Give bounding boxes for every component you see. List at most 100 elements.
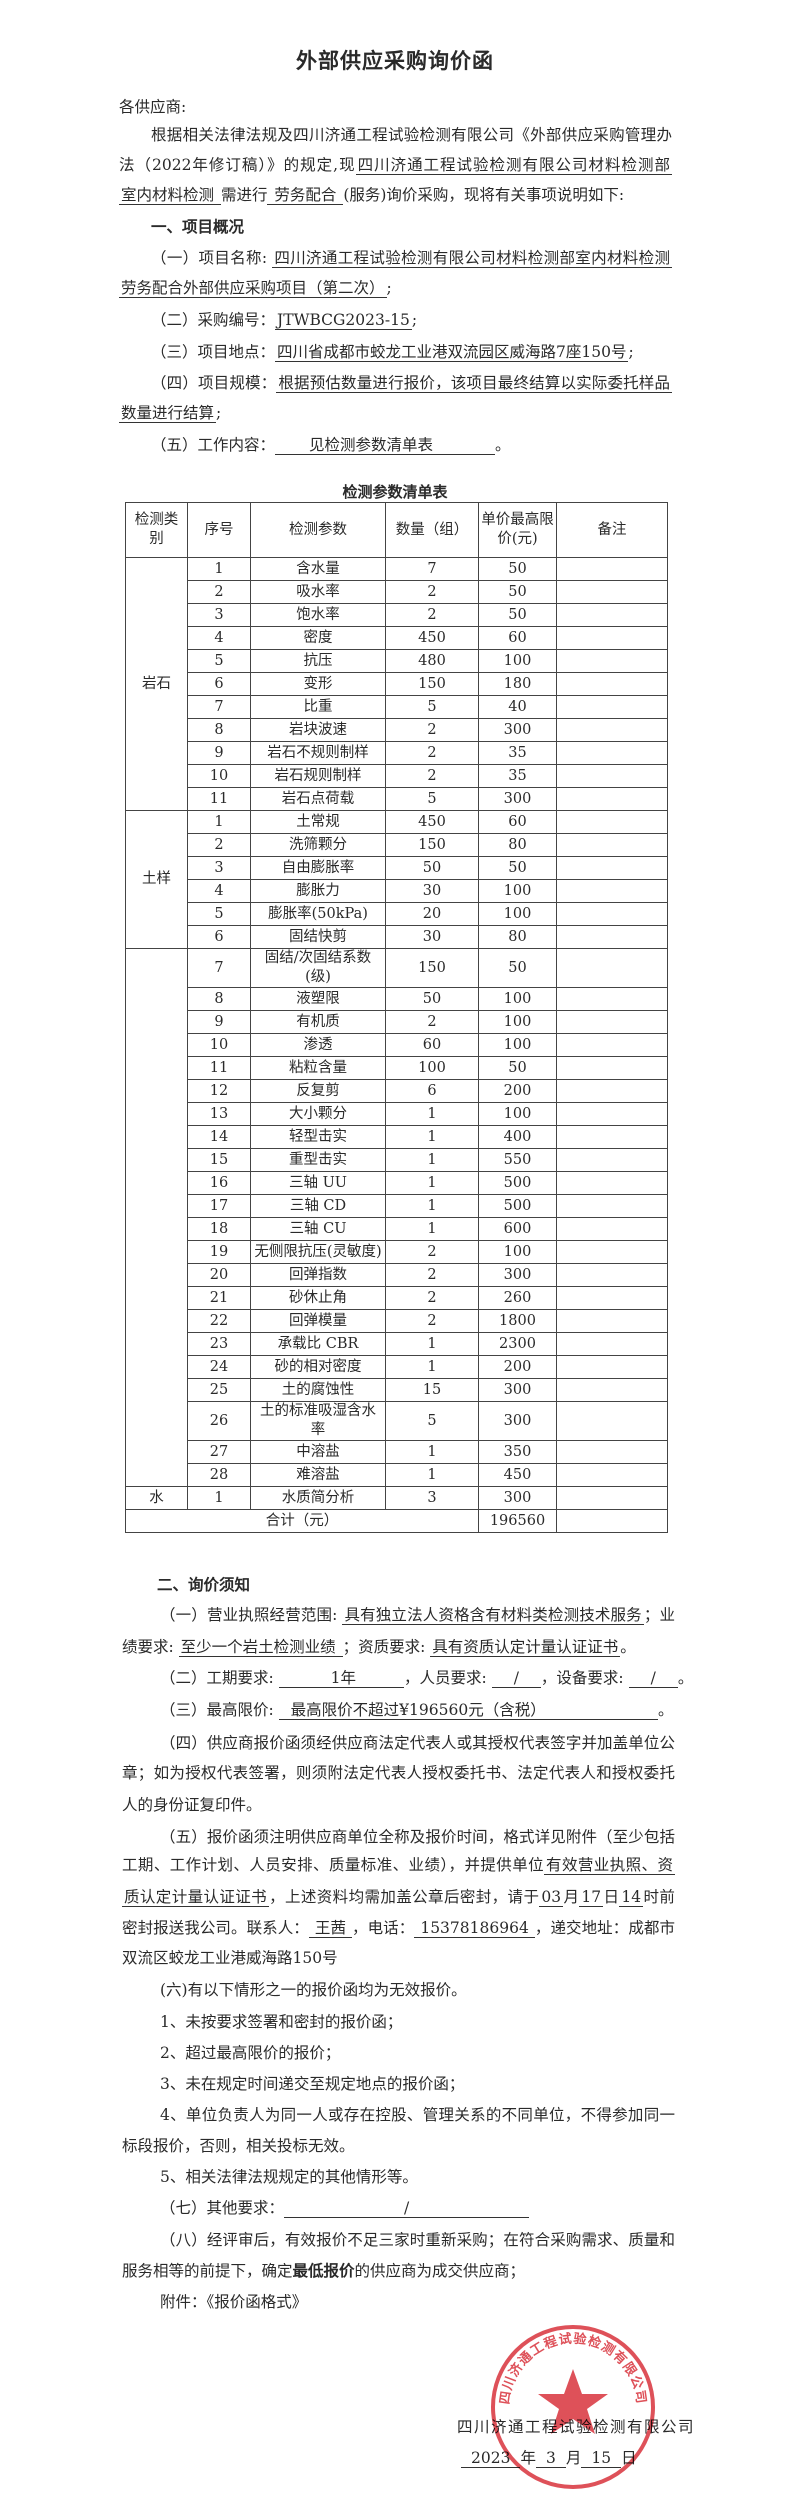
star-icon bbox=[538, 2369, 608, 2434]
serial-number-cell: 10 bbox=[187, 1033, 251, 1057]
max-unit-price-cell: 2300 bbox=[478, 1332, 557, 1356]
filled-field: 有效营业执照、资 bbox=[544, 1856, 675, 1875]
text: （二）工期要求: bbox=[160, 1669, 279, 1687]
remarks-cell bbox=[556, 764, 668, 788]
quantity-cell: 2 bbox=[385, 1240, 479, 1264]
max-unit-price-cell: 100 bbox=[478, 879, 557, 903]
signature-requirement-cont: 章；如为授权代表签署，则须附法定代表人授权委托书、法定代表人和授权委托 bbox=[122, 1762, 675, 1784]
remarks-cell bbox=[556, 1463, 668, 1487]
filled-field: 王茜 bbox=[308, 1919, 353, 1938]
max-unit-price-cell: 50 bbox=[478, 603, 557, 627]
filled-field: 15378186964 bbox=[414, 1919, 535, 1938]
remarks-cell bbox=[556, 1509, 668, 1533]
text: 1、未按要求签署和密封的报价函； bbox=[160, 2013, 403, 2031]
remarks-cell bbox=[556, 603, 668, 627]
text: （四）项目规模： bbox=[151, 374, 277, 392]
quantity-cell: 20 bbox=[385, 902, 479, 926]
serial-number-cell: 15 bbox=[187, 1148, 251, 1172]
parameter-cell: 含水量 bbox=[250, 557, 386, 581]
project-name-cont: 劳务配合外部供应采购项目（第二次）; bbox=[119, 277, 672, 299]
text: 章；如为授权代表签署，则须附法定代表人授权委托书、法定代表人和授权委托 bbox=[122, 1764, 675, 1782]
filled-field: 1年 bbox=[278, 1669, 405, 1688]
remarks-cell bbox=[556, 1332, 668, 1356]
invalid-item-3: 3、未在规定时间递交至规定地点的报价函； bbox=[160, 2073, 675, 2095]
table-row: 24 砂的相对密度 1 200 bbox=[126, 1355, 668, 1379]
column-header: 序号 bbox=[187, 502, 251, 558]
filled-field: 劳务配合 bbox=[267, 186, 344, 205]
max-unit-price-cell: 450 bbox=[478, 1463, 557, 1487]
parameter-cell: 固结快剪 bbox=[250, 925, 386, 949]
remarks-cell bbox=[556, 695, 668, 719]
serial-number-cell: 22 bbox=[187, 1309, 251, 1333]
serial-number-cell: 12 bbox=[187, 1079, 251, 1103]
filled-field: 四川省成都市蛟龙工业港双流园区威海路7座150号 bbox=[275, 343, 629, 362]
table-header-row: 检测类别 序号 检测参数 数量（组） 单价最高限价(元) 备注 bbox=[125, 502, 668, 558]
remarks-cell bbox=[556, 833, 668, 857]
serial-number-cell: 8 bbox=[187, 987, 251, 1011]
table-row: 14 轻型击实 1 400 bbox=[126, 1125, 668, 1149]
parameter-cell: 三轴 CU bbox=[250, 1217, 386, 1241]
serial-number-cell: 1 bbox=[187, 1486, 251, 1510]
table-row: 18 三轴 CU 1 600 bbox=[126, 1217, 668, 1241]
parameter-cell: 粘粒含量 bbox=[250, 1056, 386, 1080]
table-row: 土样 1 土常规 450 60 bbox=[125, 810, 668, 949]
max-unit-price-cell: 80 bbox=[478, 833, 557, 857]
quantity-cell: 1 bbox=[385, 1148, 479, 1172]
text: 5、相关法律法规规定的其他情形等。 bbox=[160, 2168, 418, 2186]
filled-field: 17 bbox=[579, 1888, 604, 1907]
text: ，设备要求: bbox=[540, 1669, 629, 1687]
quote-format-cont: 质认定计量认证证书 ，上述资料均需加盖公章后密封，请于 03 月 17 日 14 时前 bbox=[122, 1886, 675, 1908]
table-row: 8 岩块波速 2 300 bbox=[126, 718, 668, 742]
schedule-requirements: （二）工期要求: 1年 ，人员要求: / ，设备要求: /。 bbox=[160, 1667, 693, 1689]
section2-heading: 二、询价须知 bbox=[157, 1574, 672, 1596]
parameter-cell: 承载比 CBR bbox=[250, 1332, 386, 1356]
text: 各供应商: bbox=[119, 98, 187, 116]
max-unit-price-cell: 300 bbox=[478, 1486, 557, 1510]
text: （二）采购编号： bbox=[151, 311, 276, 329]
serial-number-cell: 4 bbox=[187, 879, 251, 903]
parameter-cell: 三轴 CD bbox=[250, 1194, 386, 1218]
quantity-cell: 1 bbox=[385, 1171, 479, 1195]
max-unit-price-cell: 100 bbox=[478, 1033, 557, 1057]
quantity-cell: 3 bbox=[385, 1486, 479, 1510]
parameter-cell: 砂的相对密度 bbox=[250, 1355, 386, 1379]
max-unit-price-cell: 500 bbox=[478, 1194, 557, 1218]
parameter-cell: 岩石规则制样 bbox=[250, 764, 386, 788]
text: （八）经评审后，有效报价不足三家时重新采购；在符合采购需求、质量和 bbox=[160, 2231, 675, 2249]
section1-heading: 一、项目概况 bbox=[151, 216, 672, 238]
table-row: 19 无侧限抗压(灵敏度) 2 100 bbox=[126, 1240, 668, 1264]
text: 服务相等的前提下，确定 bbox=[122, 2262, 293, 2280]
text: 月 bbox=[563, 1888, 580, 1906]
filled-field: 3 bbox=[535, 2449, 566, 2468]
serial-number-cell: 3 bbox=[187, 856, 251, 880]
serial-number-cell: 1 bbox=[187, 557, 251, 581]
invalid-item-5: 5、相关法律法规规定的其他情形等。 bbox=[160, 2166, 675, 2188]
serial-number-cell: 13 bbox=[187, 1102, 251, 1126]
parameter-cell: 大小颗分 bbox=[250, 1102, 386, 1126]
remarks-cell bbox=[556, 1171, 668, 1195]
table-row: 5 抗压 480 100 bbox=[126, 649, 668, 673]
max-unit-price-cell: 260 bbox=[478, 1286, 557, 1310]
filled-field: / bbox=[491, 1669, 541, 1688]
remarks-cell bbox=[556, 1309, 668, 1333]
serial-number-cell: 20 bbox=[187, 1263, 251, 1287]
quantity-cell: 1 bbox=[385, 1217, 479, 1241]
intro-line: 室内材料检测 需进行 劳务配合 (服务)询价采购，现将有关事项说明如下: bbox=[119, 184, 672, 206]
max-unit-price-cell: 100 bbox=[478, 987, 557, 1011]
remarks-cell bbox=[556, 902, 668, 926]
test-parameter-table: 检测类别 序号 检测参数 数量（组） 单价最高限价(元) 备注 岩石 1 含水量 7 50 2 吸水率… bbox=[125, 502, 668, 1533]
column-header: 数量（组） bbox=[385, 502, 479, 558]
company-name: 四川济通工程试验检测有限公司 bbox=[457, 2416, 695, 2438]
serial-number-cell: 5 bbox=[187, 649, 251, 673]
text: 。 bbox=[657, 1701, 674, 1719]
filled-field: 最高限价不超过¥196560元（含税） bbox=[278, 1701, 658, 1720]
parameter-cell: 重型击实 bbox=[250, 1148, 386, 1172]
parameter-cell: 水质简分析 bbox=[250, 1486, 386, 1510]
text: （七）其他要求： bbox=[160, 2199, 285, 2217]
table-row: 9 岩石不规则制样 2 35 bbox=[126, 741, 668, 765]
qualification-requirements: 绩要求: 至少一个岩土检测业绩 ；资质要求: 具有资质认定计量认证证书。 bbox=[122, 1636, 675, 1658]
remarks-cell bbox=[556, 1125, 668, 1149]
filled-field: 03 bbox=[539, 1888, 564, 1907]
table-row: 28 难溶盐 1 450 bbox=[126, 1463, 668, 1487]
table-row: 7 比重 5 40 bbox=[126, 695, 668, 719]
